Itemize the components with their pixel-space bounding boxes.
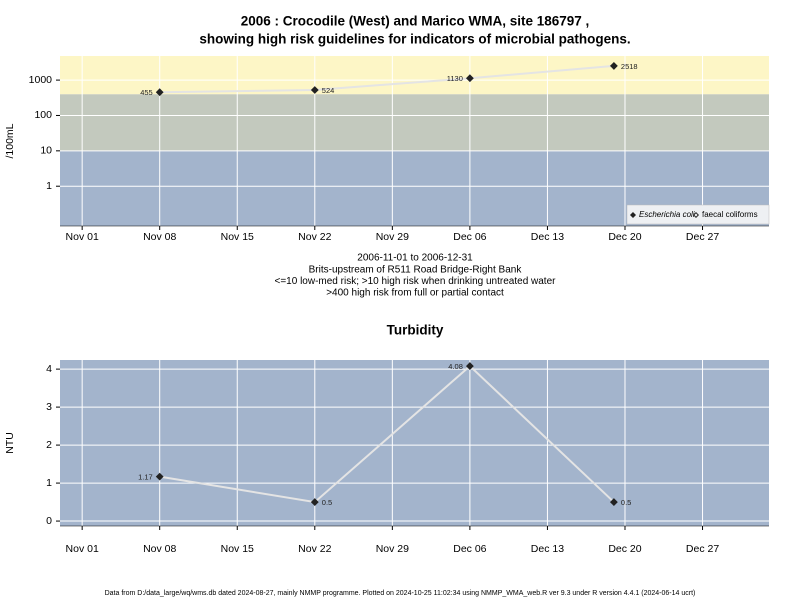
value-label: 0.5: [621, 498, 631, 507]
y-tick-label: 3: [46, 401, 52, 413]
y-axis-label: /100mL: [4, 123, 16, 158]
legend-label: Escherichia coli: [639, 210, 695, 219]
legend-label: faecal coliforms: [702, 210, 758, 219]
x-tick-label: Nov 01: [66, 231, 99, 243]
y-tick-label: 2: [46, 439, 52, 451]
x-tick-label: Dec 27: [686, 543, 719, 555]
x-tick-label: Nov 29: [376, 543, 409, 555]
legend-marker: [629, 211, 637, 219]
x-tick-label: Nov 08: [143, 543, 176, 555]
data-point: [155, 88, 164, 97]
y-tick-label: 1: [46, 180, 52, 192]
data-point: [310, 86, 319, 94]
value-label: 4.08: [448, 362, 463, 371]
legend-marker: [692, 211, 700, 219]
x-tick-label: Nov 08: [143, 231, 176, 243]
data-point: [465, 74, 474, 83]
data-point: [609, 498, 618, 506]
chart-title: 2006 : Crocodile (West) and Marico WMA, …: [241, 14, 590, 29]
x-tick-label: Nov 29: [376, 231, 409, 243]
series-line: [159, 364, 615, 504]
chart-title: Turbidity: [387, 323, 444, 338]
plot-background: [60, 360, 769, 526]
value-label: 1.17: [138, 473, 153, 482]
x-tick-label: Dec 27: [686, 231, 719, 243]
value-label: 455: [140, 88, 153, 97]
y-tick-label: 4: [46, 363, 52, 375]
value-label: 524: [322, 86, 335, 95]
y-tick-label: 100: [34, 109, 52, 121]
chart-title: showing high risk guidelines for indicat…: [199, 32, 630, 47]
footnote: Data from D:/data_large/wq/wms.db dated …: [105, 590, 696, 597]
x-tick-label: Nov 22: [298, 543, 331, 555]
caption: Brits-upstream of R511 Road Bridge-Right…: [309, 264, 523, 275]
legend: Escherichia coli faecal coliforms: [626, 204, 770, 225]
value-label: 0.5: [322, 498, 332, 507]
x-tick-label: Nov 22: [298, 231, 331, 243]
x-tick-label: Dec 20: [608, 231, 641, 243]
value-label: 2518: [621, 62, 638, 71]
caption: >400 high risk from full or partial cont…: [326, 288, 504, 299]
data-point: [310, 498, 319, 506]
value-label: 1130: [447, 74, 463, 83]
series-line: [159, 64, 614, 94]
y-axis-label: NTU: [4, 432, 16, 454]
x-tick-label: Nov 15: [221, 231, 254, 243]
data-point: [155, 472, 164, 481]
x-tick-label: Dec 13: [531, 231, 564, 243]
risk-band: [60, 56, 769, 95]
x-tick-label: Dec 20: [608, 543, 641, 555]
data-point: [465, 362, 474, 370]
y-tick-label: 1: [46, 477, 52, 489]
x-tick-label: Dec 06: [453, 231, 486, 243]
x-tick-label: Nov 15: [221, 543, 254, 555]
y-tick-label: 1000: [29, 74, 53, 86]
caption: 2006-11-01 to 2006-12-31: [357, 253, 473, 264]
y-tick-label: 10: [40, 145, 52, 157]
data-point: [609, 62, 618, 70]
x-tick-label: Nov 01: [66, 543, 99, 555]
x-tick-label: Dec 13: [531, 543, 564, 555]
x-tick-label: Dec 06: [453, 543, 486, 555]
y-tick-label: 0: [46, 515, 52, 527]
caption: <=10 low-med risk; >10 high risk when dr…: [275, 276, 557, 287]
risk-band: [60, 94, 769, 151]
